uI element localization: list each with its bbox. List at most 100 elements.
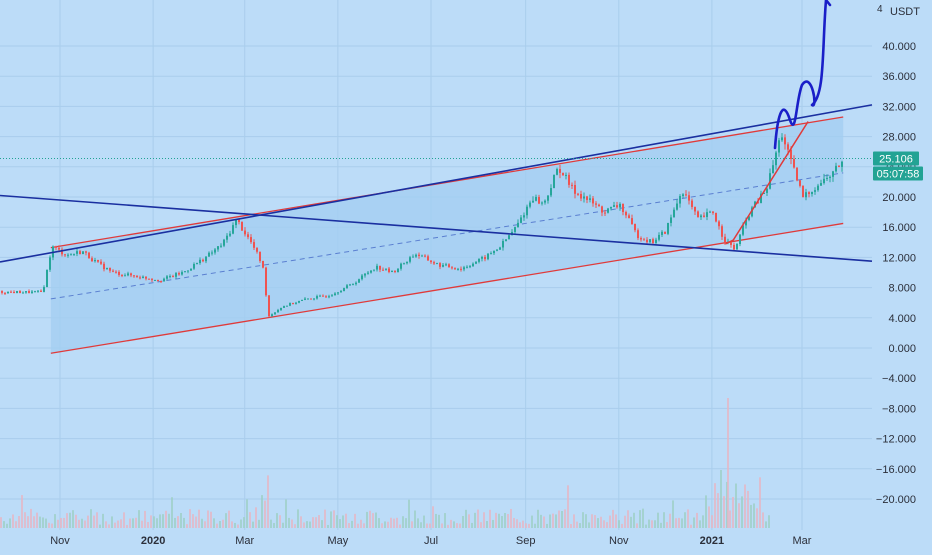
candle-body [496,249,498,251]
volume-bar [735,483,737,528]
volume-bar [393,518,395,528]
volume-bar [690,524,692,528]
candle-body [469,266,471,268]
volume-bar [132,518,134,528]
candle-body [205,256,207,262]
y-tick-label: 12.000 [882,252,916,264]
candle-body [592,198,594,204]
volume-bar [135,517,137,528]
volume-bar [150,515,152,528]
volume-bar [171,497,173,528]
candle-body [682,194,684,197]
candle-body [676,203,678,210]
volume-bar [558,510,560,528]
volume-bar [336,515,338,528]
volume-bar [378,518,380,528]
candle-body [133,275,135,277]
candle-body [448,264,450,268]
volume-bar [477,509,479,528]
volume-bar [366,511,368,528]
candle-body [688,195,690,201]
candle-body [250,237,252,243]
candle-body [124,275,126,277]
candle-body [628,215,630,219]
last-price-badge [873,151,919,166]
volume-bar [729,510,731,528]
candle-body [451,267,453,269]
candle-body [616,205,618,208]
volume-bar [510,508,512,528]
candle-body [19,290,21,294]
volume-bar [255,507,257,528]
volume-bar [156,518,158,528]
candle-body [667,222,669,234]
candle-body [577,193,579,195]
candle-body [712,211,714,213]
y-tick-label: 4.000 [888,313,916,325]
candle-body [433,262,435,264]
volume-bar [138,510,140,528]
volume-bar [405,518,407,528]
volume-bar [516,519,518,528]
volume-bar [666,522,668,528]
last-price-label: 25.106 [879,153,913,165]
candle-body [586,196,588,200]
volume-bar [615,514,617,528]
candle-body [148,278,150,280]
volume-bar [258,519,260,528]
volume-bar [681,518,683,528]
volume-bar [441,523,443,528]
volume-bar [48,522,50,528]
candle-body [823,178,825,184]
candle-body [661,231,663,235]
volume-bar [426,523,428,528]
candle-body [118,271,120,275]
candle-body [325,296,327,298]
candle-body [499,247,501,250]
candle-body [610,206,612,209]
y-tick-label: −8.000 [882,403,916,415]
volume-bar [285,499,287,528]
candle-body [766,188,768,193]
y-tick-label: −12.000 [876,434,916,446]
volume-bar [624,515,626,528]
candle-body [508,235,510,240]
candle-body [694,206,696,212]
volume-bar [312,517,314,528]
descending-trendline [0,194,873,262]
volume-bar [225,513,227,528]
volume-bar [216,523,218,528]
volume-bar [57,519,59,528]
volume-bar [204,521,206,528]
x-tick-label: Nov [50,535,70,547]
volume-bar [669,513,671,528]
volume-bar [72,510,74,528]
volume-bar [600,516,602,528]
volume-bar [444,513,446,528]
volume-bar [354,513,356,528]
volume-bar [114,522,116,528]
volume-bar [102,513,104,528]
y-tick-label: 32.000 [882,101,916,113]
volume-bar [420,522,422,528]
volume-bar [246,499,248,528]
candle-body [703,215,705,217]
volume-bar [330,511,332,528]
volume-bar [51,523,53,528]
volume-bar [627,510,629,528]
candle-body [208,252,210,257]
channel-upper-red [50,116,844,249]
candle-body [649,239,651,243]
volume-bar [645,524,647,528]
volume-bar [153,516,155,528]
steep-support-line [725,121,809,245]
volume-bar [276,513,278,528]
candle-body [394,270,396,272]
candle-body [820,183,822,186]
candle-body [529,202,531,207]
candle-body [724,236,726,243]
volume-bar [3,521,5,528]
candle-body [646,239,648,243]
candle-body [82,251,84,255]
